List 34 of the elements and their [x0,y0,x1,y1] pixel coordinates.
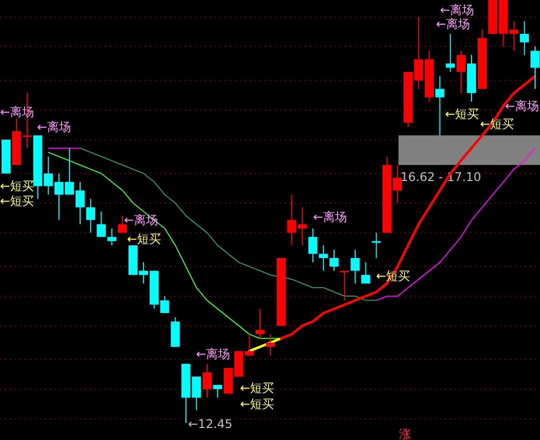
annotation: ←离场 [436,17,470,31]
annotation: ←短买 [240,397,274,411]
candlestick [361,262,370,284]
annotation: ←离场 [440,3,474,17]
annotation: ←短买 [0,194,34,208]
candlestick [266,334,275,356]
candlestick [372,232,381,259]
candlestick [96,211,106,238]
candlestick [213,384,222,398]
candlestick [329,249,338,272]
annotation: ←短买 [127,232,162,246]
candlestick [435,76,444,136]
candlestick [520,20,529,56]
annotation: ←离场 [37,120,72,134]
text: 涨 [399,427,411,440]
candlestick [255,308,264,339]
annotation: ←离场 [196,347,230,361]
band-label: 16.62 - 17.10 [400,170,482,184]
candlestick [350,249,360,284]
annotation: ←离场 [504,99,539,113]
candlestick [107,228,116,246]
annotation: ←离场 [313,210,348,224]
annotation: ←短买 [445,107,480,121]
candlestick [530,46,540,90]
candlestick [308,228,318,263]
candlestick [446,33,455,72]
candlestick [340,270,350,301]
annotation: ←短买 [0,179,34,193]
candlestick [86,198,96,234]
annotation: ←短买 [240,381,274,395]
candlestick [456,50,466,94]
candlestick [202,363,212,398]
candlestick [318,244,328,272]
annotation: ←12.45 [188,417,232,431]
